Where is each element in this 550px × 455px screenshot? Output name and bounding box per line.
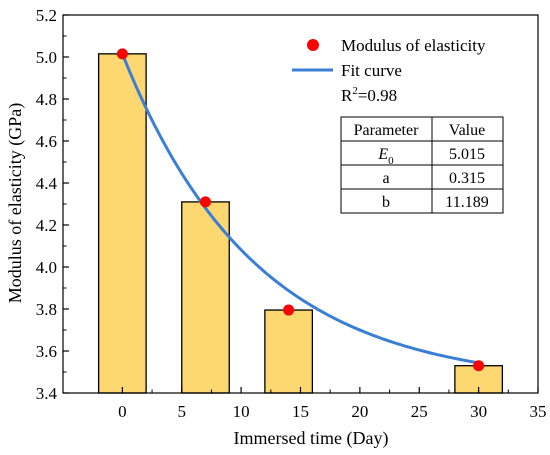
y-tick-label: 3.8 bbox=[36, 300, 57, 319]
bar bbox=[264, 309, 314, 394]
parameter-table bbox=[340, 116, 504, 214]
x-tick-label: 20 bbox=[351, 402, 368, 421]
y-tick-label: 5.0 bbox=[36, 48, 57, 67]
bars-layer bbox=[97, 53, 504, 394]
table-cell-value-a: 0.315 bbox=[449, 170, 485, 187]
table-cell-param-b: b bbox=[382, 194, 390, 211]
bar bbox=[97, 53, 147, 394]
table-cell-value-e0: 5.015 bbox=[449, 146, 485, 163]
table-cell-value-b: 11.189 bbox=[445, 194, 488, 211]
fit-curve-line bbox=[120, 53, 479, 365]
table-cell-param-a: a bbox=[382, 170, 389, 187]
x-tick-label: 25 bbox=[411, 402, 428, 421]
y-tick-label: 4.8 bbox=[36, 90, 57, 109]
x-tick-label: 15 bbox=[292, 402, 309, 421]
r-squared-annotation: R2=0.98 bbox=[341, 85, 397, 105]
x-axis-title: Immersed time (Day) bbox=[234, 428, 389, 449]
legend: Modulus of elasticity Fit curve R2=0.98 bbox=[292, 36, 486, 105]
x-tick-label: 35 bbox=[530, 402, 547, 421]
legend-marker-modulus bbox=[307, 39, 319, 51]
x-tick-label: 0 bbox=[118, 402, 127, 421]
y-tick-label: 4.6 bbox=[36, 132, 57, 151]
fit-curve-layer bbox=[120, 53, 479, 365]
table-header-value: Value bbox=[449, 122, 485, 139]
legend-label-fit: Fit curve bbox=[341, 61, 402, 80]
r2-rest: =0.98 bbox=[358, 86, 397, 105]
y-tick-label: 3.4 bbox=[36, 384, 58, 403]
x-tick-label: 10 bbox=[233, 402, 250, 421]
legend-label-modulus: Modulus of elasticity bbox=[341, 36, 486, 55]
data-point bbox=[473, 360, 485, 372]
param-e0-sub: 0 bbox=[388, 155, 394, 167]
parameter-table-text: Parameter Value E0 5.015 a 0.315 b 11.18… bbox=[354, 122, 489, 211]
table-header-parameter: Parameter bbox=[354, 122, 420, 139]
y-tick-label: 5.2 bbox=[36, 6, 57, 25]
y-tick-label: 3.6 bbox=[36, 342, 57, 361]
y-tick-label: 4.4 bbox=[36, 174, 58, 193]
data-point bbox=[116, 48, 128, 60]
data-point bbox=[200, 196, 211, 208]
bar bbox=[181, 201, 230, 394]
x-tick-label: 30 bbox=[470, 402, 487, 421]
ticks-layer: 0 5 10 15 20 25 30 353.43.63.84.04.24.44.64.85.… bbox=[36, 6, 547, 421]
data-point bbox=[283, 304, 295, 316]
r2-prefix: R bbox=[341, 86, 353, 105]
table-cell-param-e0: E0 bbox=[377, 146, 394, 167]
y-tick-label: 4.0 bbox=[36, 258, 57, 277]
param-e0-main: E bbox=[377, 146, 388, 163]
x-tick-label: 5 bbox=[178, 402, 187, 421]
points-layer bbox=[116, 48, 485, 372]
r2-superscript: 2 bbox=[352, 85, 358, 97]
y-tick-label: 4.2 bbox=[36, 216, 57, 235]
y-axis-title: Modulus of elasticity (GPa) bbox=[5, 103, 26, 303]
